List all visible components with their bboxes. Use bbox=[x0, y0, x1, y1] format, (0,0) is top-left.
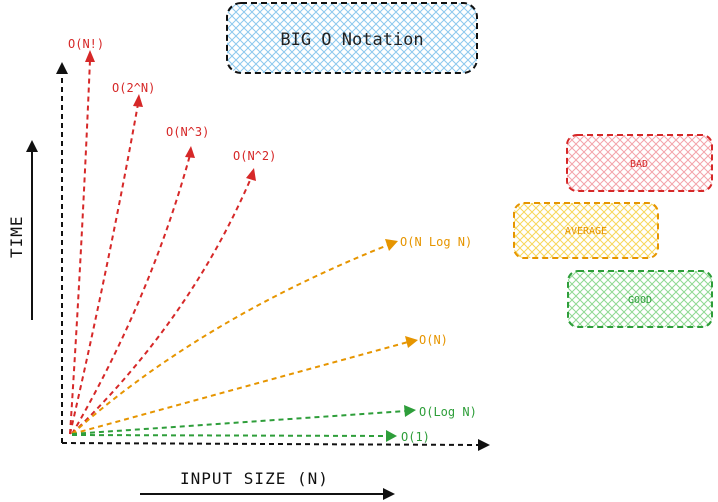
arrowhead-factorial bbox=[85, 50, 95, 62]
label-quadratic: O(N^2) bbox=[233, 149, 276, 163]
curve-factorial bbox=[69, 59, 91, 435]
x-axis-arrowhead bbox=[478, 439, 490, 451]
complexity-labels: O(N!) O(2^N) O(N^3) O(N^2) O(N Log N) O(… bbox=[68, 37, 477, 444]
curve-nlogn bbox=[71, 244, 389, 435]
label-exponential: O(2^N) bbox=[112, 81, 155, 95]
arrowhead-linear bbox=[405, 336, 418, 348]
curve-constant bbox=[71, 434, 387, 437]
legend-bad: BAD bbox=[566, 134, 713, 192]
y-axis-arrowhead bbox=[56, 62, 68, 74]
legend-good-label: GOOD bbox=[628, 295, 652, 306]
diagram-title: BIG O Notation bbox=[280, 30, 423, 50]
arrowhead-quadratic bbox=[246, 168, 256, 181]
y-axis-label: TIME bbox=[7, 215, 26, 258]
arrowhead-logarithmic bbox=[404, 405, 416, 417]
legend: BAD AVERAGE GOOD bbox=[513, 134, 713, 328]
y-axis-label-arrow bbox=[26, 140, 38, 152]
label-cubic: O(N^3) bbox=[166, 125, 209, 139]
curve-logarithmic bbox=[71, 410, 407, 435]
label-constant: O(1) bbox=[401, 430, 430, 444]
curve-quadratic bbox=[71, 177, 252, 435]
legend-average-label: AVERAGE bbox=[565, 226, 607, 237]
legend-bad-label: BAD bbox=[630, 159, 648, 170]
x-axis-label: INPUT SIZE (N) bbox=[180, 469, 329, 488]
x-axis bbox=[61, 442, 481, 446]
title-box: BIG O Notation bbox=[226, 2, 478, 74]
curve-exponential bbox=[69, 103, 139, 435]
complexity-curves bbox=[69, 50, 418, 442]
arrowhead-nlogn bbox=[385, 239, 398, 251]
axes bbox=[56, 62, 490, 451]
legend-average: AVERAGE bbox=[513, 202, 659, 259]
y-axis-label-group: TIME bbox=[7, 140, 38, 320]
curve-cubic bbox=[71, 154, 191, 435]
x-axis-label-arrow bbox=[383, 488, 395, 500]
label-logarithmic: O(Log N) bbox=[419, 405, 477, 419]
label-factorial: O(N!) bbox=[68, 37, 104, 51]
arrowhead-exponential bbox=[133, 94, 143, 107]
curve-linear bbox=[71, 341, 409, 435]
label-nlogn: O(N Log N) bbox=[400, 235, 472, 249]
arrowhead-constant bbox=[386, 430, 397, 442]
arrowhead-cubic bbox=[185, 146, 195, 158]
label-linear: O(N) bbox=[419, 333, 448, 347]
legend-good: GOOD bbox=[567, 270, 713, 328]
x-axis-label-group: INPUT SIZE (N) bbox=[140, 469, 395, 500]
